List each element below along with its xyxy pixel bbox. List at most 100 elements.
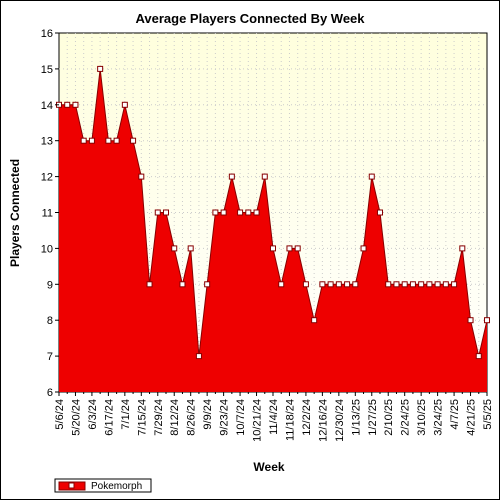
data-point <box>302 281 309 288</box>
y-tick-label: 6 <box>47 387 53 399</box>
y-tick-label: 10 <box>41 243 53 255</box>
data-point <box>294 245 301 252</box>
x-tick-label: 9/23/24 <box>219 399 231 436</box>
legend-marker <box>68 482 75 489</box>
data-point <box>278 281 285 288</box>
data-point <box>335 281 342 288</box>
data-point <box>484 317 490 324</box>
x-tick-label: 5/5/25 <box>482 399 494 430</box>
data-point <box>451 281 458 288</box>
x-tick-label: 9/9/24 <box>202 399 214 430</box>
data-point <box>377 209 383 216</box>
x-axis-title: Week <box>253 460 284 474</box>
data-point <box>163 209 169 216</box>
x-tick-label: 3/24/25 <box>433 399 445 436</box>
x-tick-label: 2/24/25 <box>400 399 412 436</box>
data-point <box>195 353 202 360</box>
x-tick-label: 12/30/24 <box>334 399 346 442</box>
data-point <box>130 137 137 144</box>
y-tick-label: 12 <box>41 172 53 184</box>
data-point <box>352 281 359 288</box>
data-point <box>409 281 416 288</box>
data-point <box>228 173 235 180</box>
x-tick-label: 1/27/25 <box>367 399 379 436</box>
data-point <box>154 209 161 216</box>
data-point <box>319 281 326 288</box>
data-point <box>368 173 375 180</box>
x-tick-label: 6/17/24 <box>103 399 115 436</box>
x-tick-label: 7/29/24 <box>153 399 165 436</box>
data-point <box>360 245 367 252</box>
data-point <box>475 353 482 360</box>
y-tick-label: 9 <box>47 279 53 291</box>
x-tick-label: 3/10/25 <box>416 399 428 436</box>
data-point <box>261 173 268 180</box>
x-tick-label: 5/6/24 <box>54 399 66 430</box>
data-point <box>171 245 178 252</box>
data-point <box>64 101 71 108</box>
legend: Pokemorph <box>54 478 152 493</box>
data-point <box>220 209 227 216</box>
x-tick-label: 12/16/24 <box>317 399 329 442</box>
data-point <box>253 209 260 216</box>
x-tick-label: 10/7/24 <box>235 399 247 436</box>
data-point <box>459 245 466 252</box>
data-point <box>344 281 351 288</box>
data-point <box>311 317 318 324</box>
data-point <box>212 209 219 216</box>
chart-title: Average Players Connected By Week <box>135 11 365 26</box>
data-point <box>327 281 334 288</box>
data-point <box>138 173 145 180</box>
data-point <box>426 281 433 288</box>
data-point <box>245 209 252 216</box>
data-point <box>88 137 95 144</box>
data-point <box>237 209 244 216</box>
y-tick-label: 13 <box>41 136 53 148</box>
data-markers <box>56 65 490 360</box>
x-tick-label: 7/1/24 <box>120 399 132 430</box>
data-point <box>270 245 276 252</box>
x-tick-label: 7/15/24 <box>136 399 148 436</box>
y-axis-title: Players Connected <box>8 159 22 267</box>
data-point <box>467 317 474 324</box>
x-tick-label: 4/7/25 <box>449 399 461 430</box>
y-tick-label: 7 <box>47 351 53 363</box>
y-tick-label: 11 <box>42 208 53 220</box>
data-point <box>72 101 79 108</box>
y-tick-label: 14 <box>41 100 53 112</box>
y-tick-label: 16 <box>41 28 53 40</box>
data-point <box>286 245 293 252</box>
data-point <box>179 281 186 288</box>
x-tick-label: 5/20/24 <box>70 399 82 436</box>
x-axis-ticks: 5/6/24 5/20/24 6/3/24 6/17/24 7/1/24 7/15/24 7… <box>54 392 494 442</box>
x-tick-label: 11/4/24 <box>268 399 280 435</box>
x-tick-label: 8/26/24 <box>186 399 198 436</box>
data-point <box>434 281 441 288</box>
data-point <box>401 281 408 288</box>
x-tick-label: 4/21/25 <box>466 399 478 436</box>
series-area <box>59 68 487 393</box>
data-point <box>97 65 104 72</box>
x-tick-label: 2/10/25 <box>383 399 395 436</box>
data-point <box>442 281 449 288</box>
legend-label: Pokemorph <box>91 481 142 492</box>
x-tick-label: 11/18/24 <box>284 399 296 441</box>
data-point <box>113 137 120 144</box>
data-point <box>80 137 87 144</box>
y-tick-label: 15 <box>41 64 53 76</box>
data-point <box>204 281 211 288</box>
data-point <box>105 137 112 144</box>
y-tick-label: 8 <box>47 315 53 327</box>
x-tick-label: 12/2/24 <box>301 399 313 436</box>
x-tick-label: 8/12/24 <box>169 399 181 436</box>
x-tick-label: 10/21/24 <box>252 399 264 442</box>
data-point <box>146 281 153 288</box>
data-point <box>121 101 128 108</box>
data-point <box>393 281 400 288</box>
data-point <box>418 281 425 288</box>
x-tick-label: 6/3/24 <box>87 399 99 430</box>
y-axis-ticks: 6 7 8 9 10 11 12 13 14 15 16 <box>41 28 59 399</box>
data-point <box>187 245 194 252</box>
